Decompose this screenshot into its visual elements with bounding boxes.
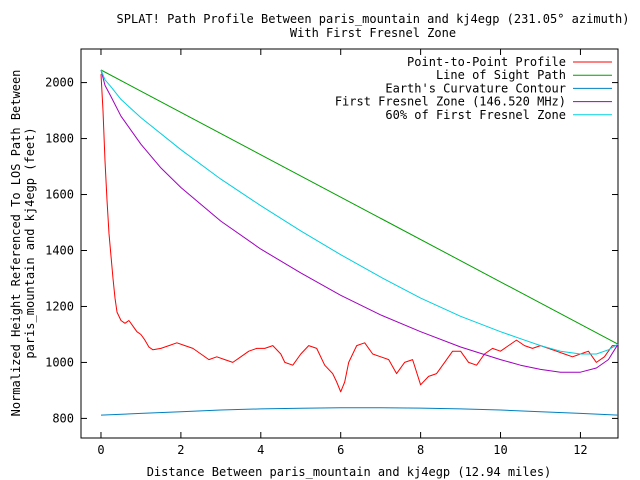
chart-subtitle: With First Fresnel Zone: [290, 26, 456, 40]
x-tick-label: 8: [417, 443, 424, 457]
series-line: [100, 74, 618, 393]
chart-title: SPLAT! Path Profile Between paris_mounta…: [117, 12, 630, 26]
x-tick-label: 12: [573, 443, 587, 457]
x-axis-label: Distance Between paris_mountain and kj4e…: [147, 465, 552, 479]
series-line: [100, 69, 619, 373]
legend-label: Line of Sight Path: [436, 68, 566, 82]
y-tick-label: 2000: [45, 76, 74, 90]
x-axis-ticks: 0 2 4 6 8 10 12: [97, 49, 588, 457]
series-line: [100, 69, 619, 355]
y-axis-label: Normalized Height Referenced To LOS Path…: [9, 70, 37, 417]
legend-label: First Fresnel Zone (146.520 MHz): [335, 95, 566, 109]
y-tick-label: 1400: [45, 243, 74, 257]
x-tick-label: 0: [97, 443, 104, 457]
series-line: [100, 407, 619, 416]
y-tick-label: 1600: [45, 188, 74, 202]
y-axis-ticks: 800 1000 1200 1400 1600 1800 2000: [45, 76, 618, 425]
y-tick-label: 800: [52, 411, 74, 425]
y-tick-label: 1800: [45, 132, 74, 146]
y-axis-label-line-1: Normalized Height Referenced To LOS Path…: [9, 70, 23, 417]
series-line: [100, 69, 619, 345]
series-lines: [100, 69, 619, 416]
y-tick-label: 1000: [45, 355, 74, 369]
x-tick-label: 2: [177, 443, 184, 457]
x-tick-label: 10: [493, 443, 507, 457]
legend-label: 60% of First Fresnel Zone: [385, 108, 566, 122]
plot-area-frame: [80, 48, 619, 439]
x-tick-label: 4: [257, 443, 264, 457]
y-axis-label-line-2: paris_mountain and kj4egp (feet): [23, 127, 37, 358]
legend-label: Earth's Curvature Contour: [385, 81, 566, 95]
legend-label: Point-to-Point Profile: [407, 55, 566, 69]
x-tick-label: 6: [337, 443, 344, 457]
y-tick-label: 1200: [45, 299, 74, 313]
